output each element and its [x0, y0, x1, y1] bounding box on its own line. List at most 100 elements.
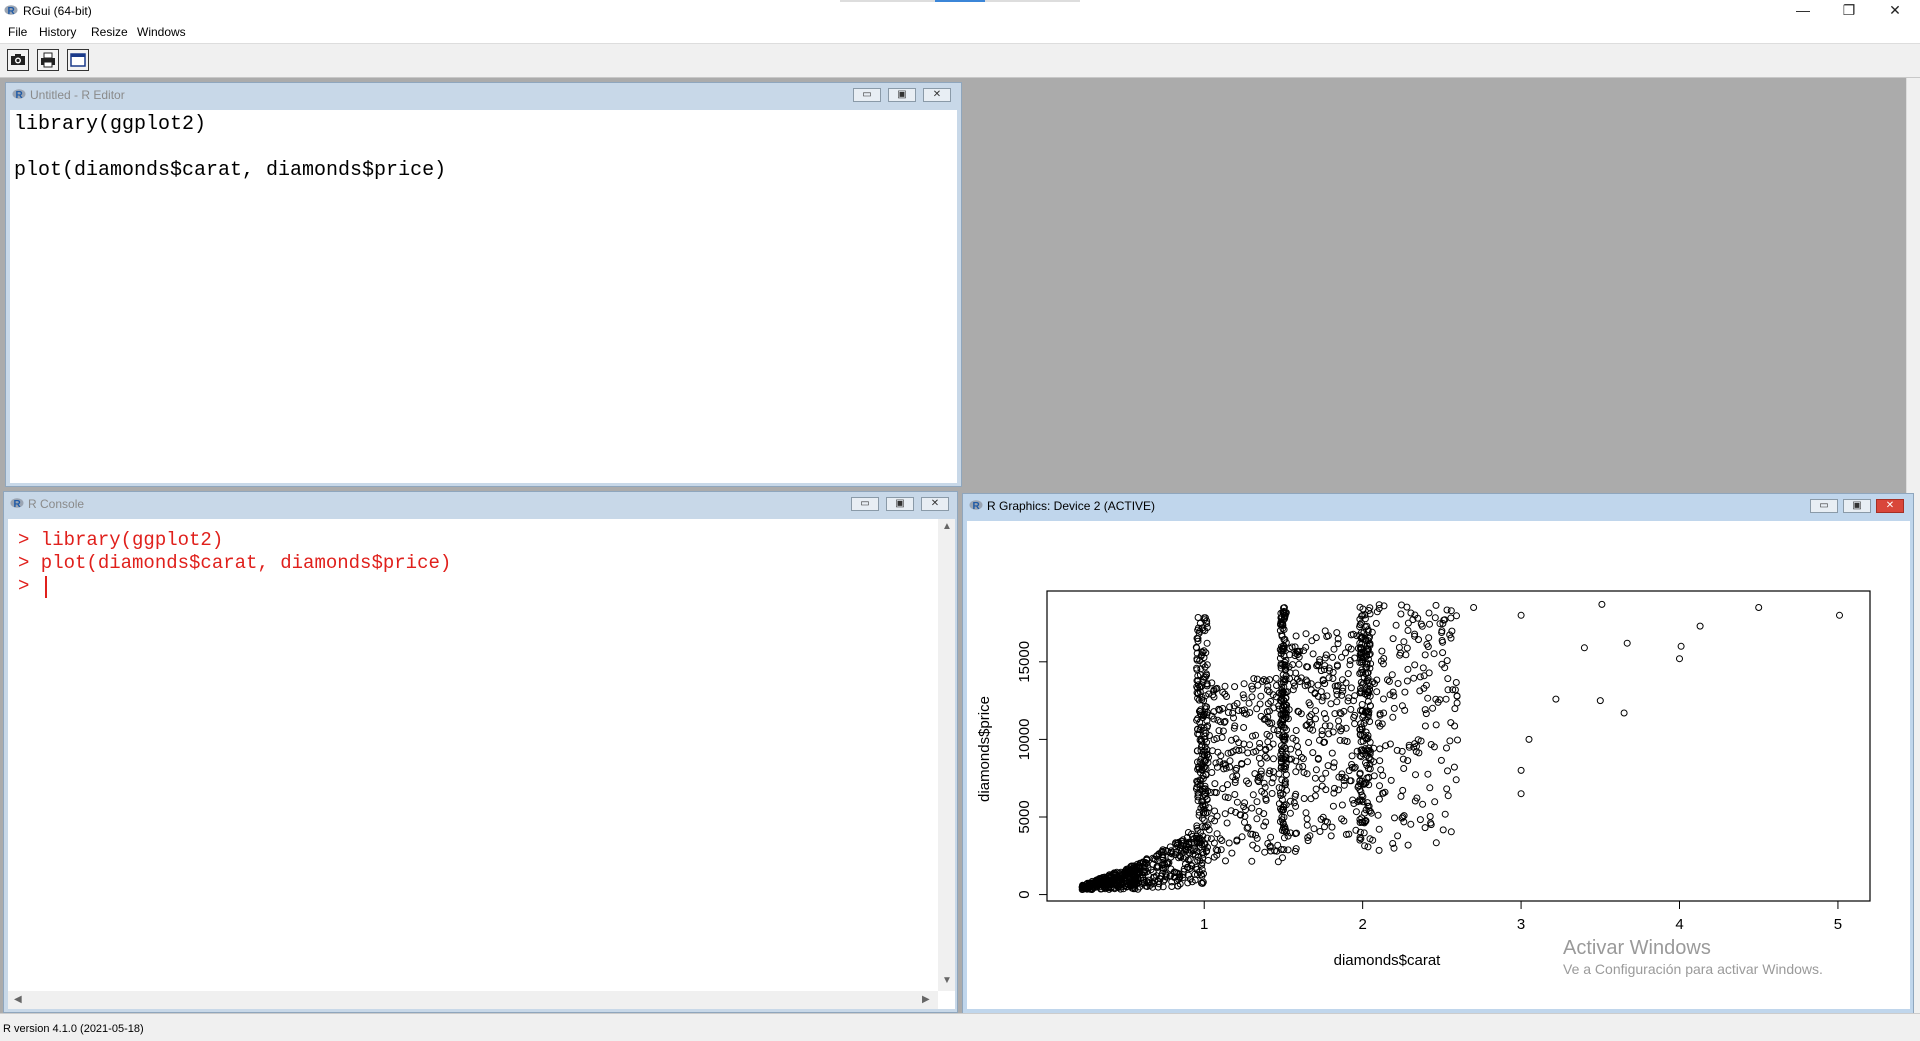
data-point — [1755, 604, 1763, 611]
print-icon[interactable] — [37, 49, 59, 71]
data-point — [1230, 714, 1237, 722]
data-point — [1205, 732, 1213, 739]
console-window[interactable]: R R Console ▭ ▣ ✕ > library(ggplot2) > p… — [3, 491, 958, 1013]
data-point — [1430, 650, 1438, 658]
console-close-button[interactable]: ✕ — [921, 497, 949, 511]
data-point — [1267, 697, 1275, 705]
data-point — [1307, 680, 1315, 688]
data-point — [1328, 749, 1336, 757]
menu-resize[interactable]: Resize — [91, 25, 128, 39]
data-point — [1253, 834, 1261, 842]
window-icon[interactable] — [67, 49, 89, 71]
data-point — [1158, 853, 1166, 861]
data-point — [1260, 810, 1268, 818]
graphics-close-button[interactable]: ✕ — [1876, 499, 1904, 513]
data-point — [1335, 717, 1342, 725]
data-point — [1231, 791, 1239, 798]
data-point — [1398, 747, 1406, 755]
data-point — [1369, 678, 1377, 686]
console-titlebar[interactable]: R R Console ▭ ▣ ✕ — [4, 492, 957, 514]
data-point — [1240, 724, 1248, 731]
data-point — [1299, 763, 1307, 770]
editor-close-button[interactable]: ✕ — [923, 88, 951, 102]
console-vertical-scrollbar[interactable]: ▲ ▼ — [938, 519, 955, 991]
scroll-left-icon[interactable]: ◀ — [14, 994, 22, 1005]
data-point — [1174, 882, 1182, 890]
console-text-area[interactable]: > library(ggplot2) > plot(diamonds$carat… — [8, 519, 955, 1009]
data-point — [1196, 683, 1204, 691]
data-point — [1177, 841, 1185, 849]
data-point — [1198, 798, 1206, 806]
data-point — [1318, 731, 1326, 739]
graphics-titlebar[interactable]: R R Graphics: Device 2 (ACTIVE) ▭ ▣ ✕ — [963, 494, 1913, 516]
editor-minimize-button[interactable]: ▭ — [853, 88, 881, 102]
editor-titlebar[interactable]: R Untitled - R Editor ▭ ▣ ✕ — [6, 83, 961, 105]
data-point — [1375, 825, 1383, 833]
data-point — [1279, 854, 1286, 862]
data-point — [1227, 749, 1235, 757]
data-point — [1251, 770, 1259, 778]
data-point — [1250, 675, 1258, 683]
editor-window[interactable]: R Untitled - R Editor ▭ ▣ ✕ library(ggpl… — [5, 82, 962, 487]
data-point — [1425, 669, 1433, 677]
data-point — [1361, 611, 1369, 619]
data-point — [1228, 736, 1235, 744]
data-point — [1221, 810, 1229, 818]
close-button[interactable]: ✕ — [1889, 2, 1901, 18]
data-point — [1286, 829, 1294, 837]
restore-button[interactable]: ❐ — [1842, 2, 1856, 18]
data-point — [1204, 821, 1212, 829]
console-maximize-button[interactable]: ▣ — [886, 497, 914, 511]
data-point — [1432, 721, 1440, 729]
app-title: RGui (64-bit) — [23, 4, 92, 18]
editor-text-area[interactable]: library(ggplot2) plot(diamonds$carat, di… — [10, 110, 957, 483]
data-point — [1348, 752, 1356, 760]
data-point — [1311, 792, 1319, 800]
console-horizontal-scrollbar[interactable]: ◀ ▶ — [8, 991, 938, 1009]
editor-maximize-button[interactable]: ▣ — [888, 88, 916, 102]
data-point — [1446, 737, 1454, 745]
scroll-down-icon[interactable]: ▼ — [942, 975, 952, 986]
graphics-maximize-button[interactable]: ▣ — [1843, 499, 1871, 513]
data-point — [1420, 672, 1428, 680]
data-point — [1291, 830, 1299, 838]
menu-history[interactable]: History — [39, 25, 77, 39]
data-point — [1359, 605, 1367, 613]
scroll-up-icon[interactable]: ▲ — [942, 521, 952, 532]
data-point — [1230, 724, 1238, 732]
data-point — [1230, 702, 1238, 710]
svg-text:R: R — [14, 499, 22, 509]
graphics-window[interactable]: R R Graphics: Device 2 (ACTIVE) ▭ ▣ ✕ 1 2… — [962, 493, 1914, 1015]
data-point — [1280, 762, 1288, 770]
data-point — [1342, 774, 1349, 782]
data-point — [1331, 710, 1339, 718]
data-point — [1168, 848, 1176, 856]
data-point — [1357, 685, 1364, 692]
data-point — [1338, 815, 1346, 823]
menu-windows[interactable]: Windows — [137, 25, 186, 39]
data-point — [1379, 660, 1387, 668]
data-point — [1449, 686, 1457, 694]
data-point — [1411, 632, 1419, 640]
data-point — [1201, 710, 1209, 718]
data-point — [1380, 709, 1388, 717]
plot-area[interactable]: 1 2 3 4 5 0 5000 10000 15000 diamonds$carat dia… — [967, 521, 1910, 1009]
data-point — [1241, 812, 1249, 820]
data-point — [1447, 634, 1455, 642]
menu-file[interactable]: File — [8, 25, 28, 39]
console-minimize-button[interactable]: ▭ — [851, 497, 879, 511]
camera-icon[interactable] — [7, 49, 29, 71]
data-point — [1202, 770, 1210, 778]
data-point — [1264, 686, 1271, 694]
minimize-button[interactable]: — — [1796, 2, 1810, 18]
data-point — [1226, 757, 1234, 765]
data-point — [1356, 828, 1364, 836]
data-point — [1304, 681, 1312, 689]
data-point — [1193, 777, 1201, 785]
graphics-minimize-button[interactable]: ▭ — [1810, 499, 1838, 513]
data-point — [1215, 727, 1223, 735]
data-point — [1358, 707, 1366, 715]
data-point — [1358, 796, 1366, 804]
data-point — [1440, 616, 1448, 624]
scroll-right-icon[interactable]: ▶ — [922, 994, 930, 1005]
